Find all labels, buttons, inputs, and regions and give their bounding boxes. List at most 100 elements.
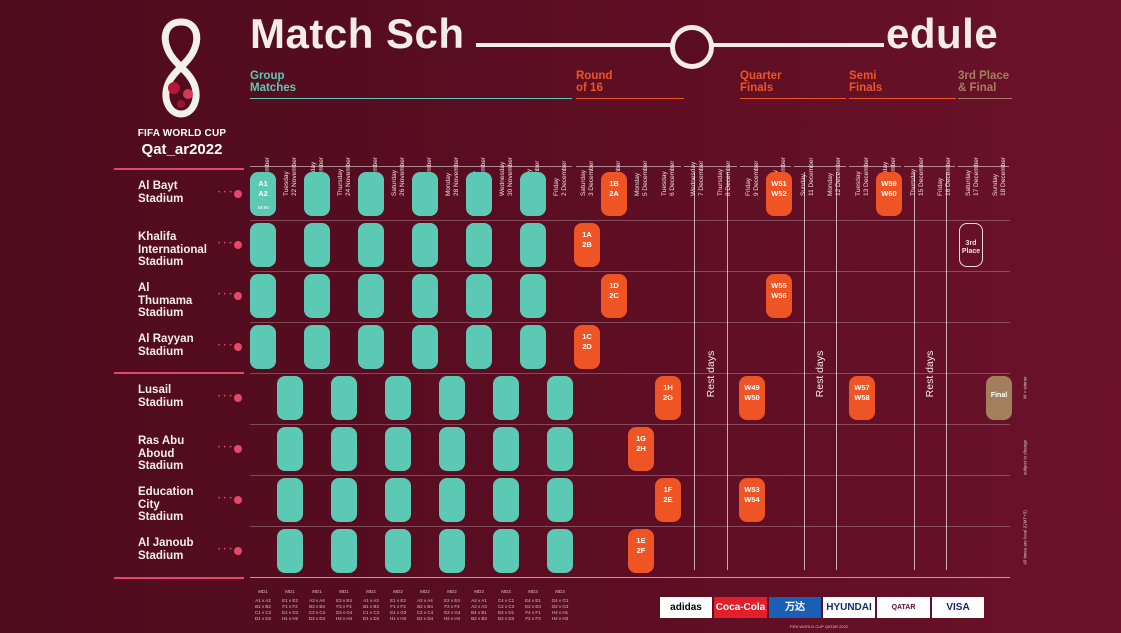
venue-marker-dots: • • • [218, 547, 233, 553]
stage-line-qf [740, 98, 846, 99]
matchday-label: MD1 [312, 589, 322, 594]
group-match [466, 325, 492, 369]
knockout-match: W53 W54 [739, 478, 765, 522]
group-match [331, 529, 357, 573]
group-matchday-column: MD3 E4 v E1 E2 v E3 F4 v F1 F2 v F3 [520, 589, 546, 622]
group-matchday-column: MD1 E1 v E2 F1 v F2 G1 v G2 H1 v H2 [277, 589, 303, 622]
group-match [277, 376, 303, 420]
matchday-pairings: A3 v A4 B3 v B4 C3 v C4 D3 v D4 [308, 598, 326, 621]
venue-marker-dots: • • • [218, 394, 233, 400]
section-separator-mid [114, 372, 244, 374]
matchday-label: MD2 [366, 589, 376, 594]
match-team-2: 2H [636, 444, 646, 453]
matchday-label: MD3 [474, 589, 484, 594]
group-matchday-column: MD1 E3 v E4 F3 v F4 G3 v G4 H3 v H4 [331, 589, 357, 622]
group-match [358, 223, 384, 267]
match-team-1: W53 [744, 485, 760, 494]
venue-name: Al Bayt Stadium [138, 180, 184, 205]
matchday-pairings: A2 v A4 B2 v B4 C2 v C4 D2 v D4 [416, 598, 434, 621]
date-label: Thursday 8 December [717, 160, 732, 196]
date-label: Wednesday 30 November [499, 156, 514, 196]
date-column-header: Saturday 17 December [965, 108, 991, 196]
footer-line [250, 577, 1010, 578]
matchday-label: MD3 [501, 589, 511, 594]
match-team-1: 1H [663, 383, 673, 392]
matchday-label: MD2 [420, 589, 430, 594]
group-match [439, 427, 465, 471]
group-match [358, 172, 384, 216]
venue-marker-dots: • • • [218, 241, 233, 247]
date-column-header: Saturday 3 December [580, 108, 606, 196]
date-column-header: Sunday 11 December [800, 108, 826, 196]
sponsor-logo: adidas [660, 597, 712, 618]
venue-name: Ras Abu Aboud Stadium [138, 435, 185, 472]
stage-label-qf: Quarter Finals [740, 70, 782, 94]
section-separator-bottom [114, 577, 244, 579]
group-matchday-column: MD2 A2 v A4 B2 v B4 C2 v C4 D2 v D4 [412, 589, 438, 622]
group-match [412, 274, 438, 318]
venue-marker-dots: • • • [218, 496, 233, 502]
group-match [250, 274, 276, 318]
match-team-1: 1A [582, 230, 592, 239]
matchday-label: MD1 [339, 589, 349, 594]
stage-line-final [958, 98, 1012, 99]
group-match [385, 478, 411, 522]
knockout-match: W49 W50 [739, 376, 765, 420]
group-match [439, 478, 465, 522]
row-divider [250, 577, 1010, 578]
logo-subtitle: Qat_ar2022 [141, 141, 223, 158]
date-header-underline [684, 166, 737, 167]
venue-marker-dots: • • • [218, 445, 233, 451]
title-decoration-circle [670, 25, 714, 69]
group-matchday-column: MD1 A1 v A2 B1 v B2 C1 v C2 D1 v D2 [250, 589, 276, 622]
venue-marker [234, 496, 242, 504]
rest-days-label: Rest days [704, 350, 717, 398]
date-column-header: Friday 9 December [745, 108, 771, 196]
date-label: Friday 9 December [745, 160, 760, 196]
date-column-header: Saturday 10 December [772, 108, 798, 196]
date-column-header: Wednesday 23 November [310, 108, 336, 196]
stage-line-sf [849, 98, 956, 99]
row-divider [250, 475, 1010, 476]
date-label: Saturday 17 December [965, 156, 980, 196]
logo-title: FIFA WORLD CUP [137, 128, 227, 139]
matchday-pairings: E1 v E3 F1 v F3 G1 v G3 H1 v H3 [389, 598, 407, 621]
venue-marker [234, 241, 242, 249]
row-divider [250, 424, 1010, 425]
venue-name: Al Rayyan Stadium [138, 333, 194, 358]
date-label: Monday 12 December [827, 156, 842, 196]
match-team-1: 1D [609, 281, 619, 290]
group-match [547, 529, 573, 573]
sponsor-logo: QATAR AIRWAYS [877, 597, 930, 618]
match-team-1: 1C [582, 332, 592, 341]
group-match [331, 478, 357, 522]
venue-marker [234, 343, 242, 351]
date-column-header: Monday 12 December [827, 108, 853, 196]
venue-marker [234, 190, 242, 198]
rest-day-line [836, 172, 837, 570]
date-header-underline [576, 166, 681, 167]
date-column-header: Saturday 26 November [391, 108, 417, 196]
group-match [439, 529, 465, 573]
group-matchday-column: MD3 G4 v G1 G2 v G3 H4 v H1 H2 v H3 [547, 589, 573, 622]
sponsor-logo: VISA [932, 597, 984, 618]
date-column-header: Friday 25 November [364, 108, 390, 196]
date-label: Sunday 18 December [992, 156, 1007, 196]
group-match [520, 172, 546, 216]
date-label: Monday 5 December [634, 160, 649, 196]
match-team-1: W59 [881, 179, 897, 188]
date-header-underline [904, 166, 955, 167]
venue-marker [234, 445, 242, 453]
knockout-match: W59 W60 [876, 172, 902, 216]
group-match [250, 325, 276, 369]
group-match [466, 172, 492, 216]
match-team-2: W60 [881, 189, 897, 198]
group-match: A1 A2 19:00 [250, 172, 276, 216]
date-column-header: Tuesday 13 December [855, 108, 881, 196]
match-team-2: A2 [258, 189, 268, 198]
knockout-match: 1E 2F [628, 529, 654, 573]
stage-line-group [250, 98, 572, 99]
venue-marker-dots: • • • [218, 190, 233, 196]
knockout-match: 1A 2B [574, 223, 600, 267]
matchday-pairings: A1 v A3 B1 v B3 C1 v C3 D1 v D3 [362, 598, 380, 621]
